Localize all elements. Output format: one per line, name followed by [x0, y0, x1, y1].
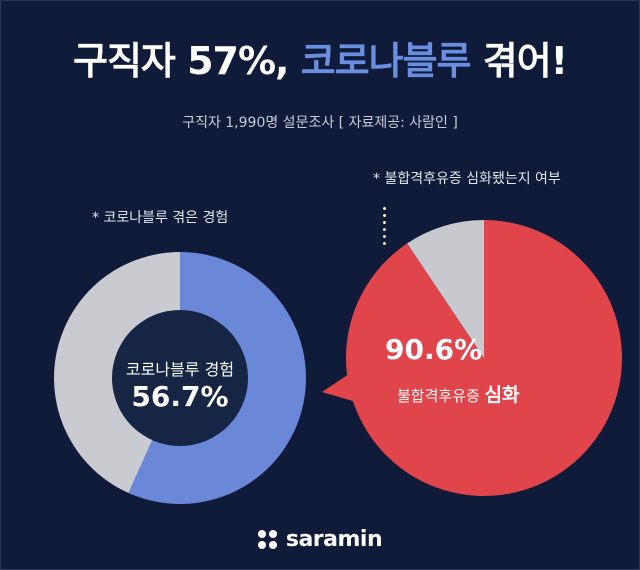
left-center-value: 56.7% — [131, 380, 229, 413]
right-pie-slice-0 — [346, 220, 622, 497]
left-chart-note: * 코로나블루 겪은 경험 — [92, 210, 229, 226]
right-slice-label-strong: 심화 — [484, 384, 520, 406]
page-title: 구직자 57%, 코로나블루 겪어! — [0, 30, 640, 85]
right-slice-label: 불합격후유증 심화 — [397, 380, 520, 407]
right-slice-label-pre: 불합격후유증 — [397, 387, 485, 405]
saramin-logo-icon — [257, 529, 278, 550]
left-donut-hole — [112, 310, 248, 446]
title-pre: 구직자 57%, — [72, 39, 301, 83]
survey-subtitle: 구직자 1,990명 설문조사 [ 자료제공: 사람인 ] — [182, 115, 458, 131]
right-value-label: 90.6% — [385, 333, 483, 366]
left-center-label: 코로나블루 경험 — [125, 360, 235, 379]
title-accent: 코로나블루 — [300, 39, 472, 83]
logo-text: saramin — [285, 527, 383, 552]
right-bubble-tail — [322, 372, 356, 402]
dotted-connector — [383, 205, 386, 247]
right-pie-slice-1 — [407, 220, 484, 358]
right-chart-note: * 불합격후유증 심화됐는지 여부 — [373, 171, 561, 187]
title-post: 겪어! — [470, 39, 568, 83]
saramin-logo: saramin — [0, 527, 640, 552]
